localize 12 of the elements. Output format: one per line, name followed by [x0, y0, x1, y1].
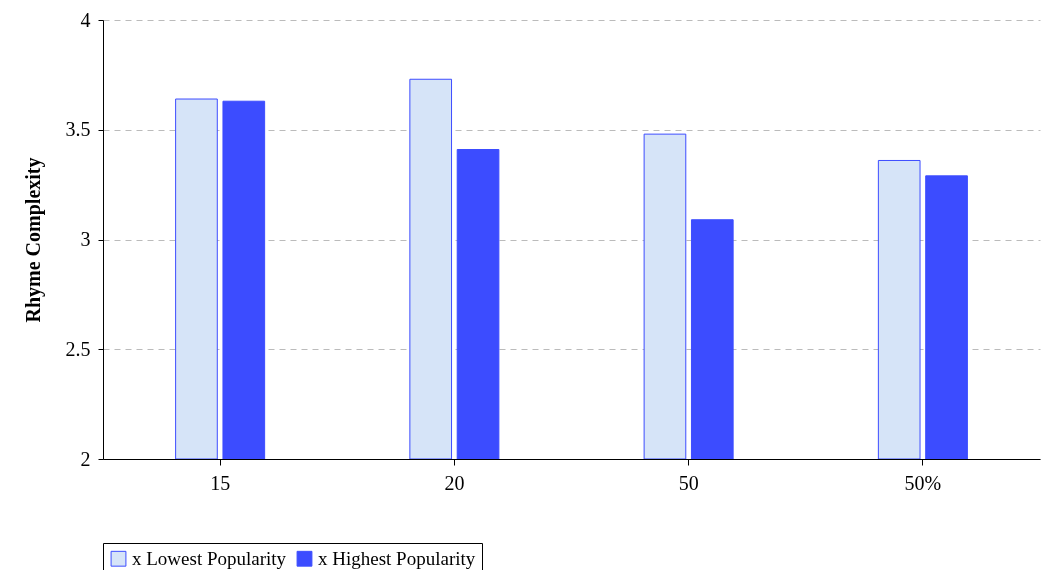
y-tick-label: 2 [80, 447, 91, 470]
y-tick-label: 4 [80, 8, 91, 31]
x-tick-label: 50% [904, 471, 942, 494]
y-axis-title: Rhyme Complexity [21, 157, 45, 323]
x-tick-label: 20 [444, 471, 465, 494]
legend-label: x Highest Popularity [318, 547, 476, 569]
y-tick-label: 2.5 [65, 337, 91, 360]
x-tick-label: 50 [678, 471, 699, 494]
x-tick-label: 15 [210, 471, 231, 494]
y-tick-label: 3 [80, 228, 91, 250]
y-tick-label: 3.5 [65, 118, 91, 141]
legend-label: x Lowest Popularity [132, 547, 287, 569]
